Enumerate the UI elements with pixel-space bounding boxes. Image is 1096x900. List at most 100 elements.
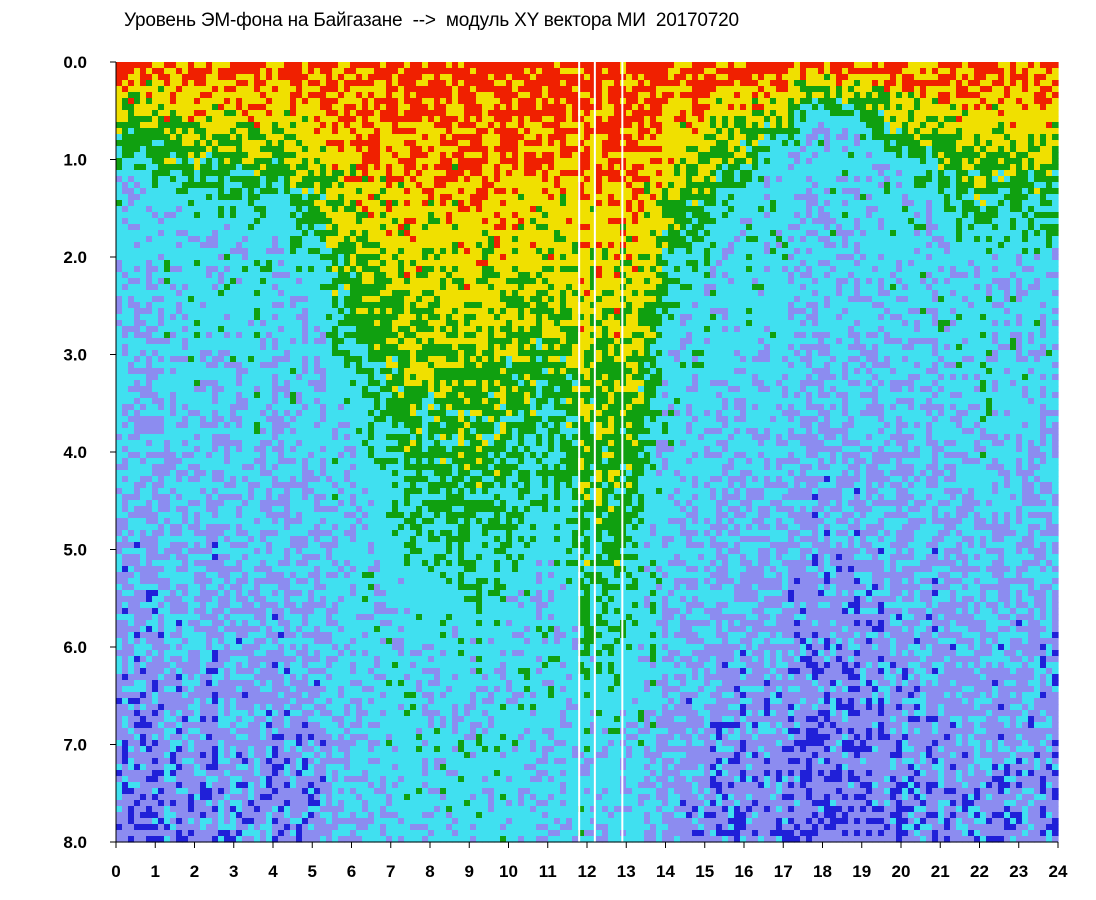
heatmap-cell [302, 140, 309, 147]
heatmap-cell [248, 140, 255, 147]
heatmap-cell [308, 362, 315, 369]
heatmap-cell [122, 320, 129, 327]
heatmap-cell [176, 482, 183, 489]
heatmap-cell [206, 704, 213, 711]
heatmap-cell [200, 638, 207, 645]
heatmap-cell [128, 140, 135, 147]
heatmap-cell [254, 314, 261, 321]
heatmap-cell [116, 416, 123, 423]
heatmap-cell [260, 260, 267, 267]
heatmap-cell [212, 782, 219, 789]
heatmap-cell [338, 212, 345, 219]
heatmap-cell [260, 758, 267, 765]
heatmap-cell [200, 776, 207, 783]
heatmap-cell [332, 824, 339, 831]
heatmap-cell [284, 572, 291, 579]
heatmap-cell [224, 296, 231, 303]
heatmap-cell [320, 830, 327, 837]
heatmap-cell [260, 488, 267, 495]
heatmap-cell [146, 512, 153, 519]
heatmap-cell [152, 536, 159, 543]
heatmap-cell [206, 104, 213, 111]
heatmap-cell [272, 812, 279, 819]
heatmap-cell [194, 806, 201, 813]
heatmap-cell [290, 494, 297, 501]
heatmap-cell [308, 818, 315, 825]
heatmap-cell [188, 98, 195, 105]
heatmap-cell [260, 440, 267, 447]
heatmap-cell [230, 176, 237, 183]
heatmap-cell [152, 746, 159, 753]
heatmap-cell [188, 374, 195, 381]
heatmap-cell [236, 284, 243, 291]
heatmap-cell [242, 308, 249, 315]
heatmap-cell [164, 278, 171, 285]
heatmap-cell [272, 206, 279, 213]
heatmap-cell [242, 626, 249, 633]
heatmap-cell [308, 800, 315, 807]
heatmap-cell [200, 410, 207, 417]
heatmap-cell [248, 470, 255, 477]
heatmap-cell [236, 380, 243, 387]
heatmap-cell [272, 248, 279, 255]
heatmap-cell [146, 746, 153, 753]
heatmap-cell [146, 488, 153, 495]
heatmap-cell [182, 200, 189, 207]
heatmap-cell [230, 386, 237, 393]
heatmap-cell [140, 374, 147, 381]
heatmap-cell [266, 542, 273, 549]
heatmap-cell [152, 650, 159, 657]
heatmap-cell [170, 602, 177, 609]
heatmap-cell [194, 176, 201, 183]
heatmap-cell [266, 656, 273, 663]
heatmap-cell [236, 776, 243, 783]
heatmap-cell [236, 710, 243, 717]
heatmap-cell [140, 314, 147, 321]
heatmap-cell [128, 698, 135, 705]
heatmap-cell [260, 224, 267, 231]
heatmap-cell [116, 368, 123, 375]
heatmap-cell [332, 248, 339, 255]
heatmap-cell [140, 524, 147, 531]
heatmap-cell [260, 464, 267, 471]
heatmap-cell [290, 188, 297, 195]
heatmap-cell [338, 770, 345, 777]
heatmap-cell [236, 206, 243, 213]
heatmap-cell [224, 86, 231, 93]
heatmap-cell [122, 596, 129, 603]
heatmap-cell [122, 200, 129, 207]
heatmap-cell [206, 722, 213, 729]
heatmap-cell [194, 350, 201, 357]
heatmap-cell [224, 584, 231, 591]
heatmap-cell [332, 242, 339, 249]
heatmap-cell [206, 194, 213, 201]
heatmap-cell [236, 170, 243, 177]
heatmap-cell [308, 518, 315, 525]
heatmap-cell [200, 164, 207, 171]
heatmap-cell [176, 830, 183, 837]
heatmap-cell [164, 344, 171, 351]
heatmap-cell [260, 332, 267, 339]
heatmap-cell [224, 602, 231, 609]
heatmap-cell [200, 674, 207, 681]
heatmap-cell [302, 152, 309, 159]
heatmap-cell [164, 776, 171, 783]
heatmap-cell [332, 296, 339, 303]
heatmap-cell [308, 86, 315, 93]
heatmap-cell [326, 158, 333, 165]
heatmap-cell [158, 512, 165, 519]
heatmap-cell [332, 632, 339, 639]
heatmap-cell [176, 584, 183, 591]
heatmap-cell [320, 104, 327, 111]
heatmap-cell [266, 764, 273, 771]
heatmap-cell [128, 482, 135, 489]
heatmap-cell [332, 428, 339, 435]
heatmap-cell [128, 464, 135, 471]
heatmap-cell [266, 794, 273, 801]
heatmap-cell [212, 164, 219, 171]
heatmap-cell [284, 788, 291, 795]
heatmap-cell [122, 416, 129, 423]
heatmap-cell [290, 794, 297, 801]
heatmap-cell [236, 578, 243, 585]
heatmap-cell [266, 452, 273, 459]
